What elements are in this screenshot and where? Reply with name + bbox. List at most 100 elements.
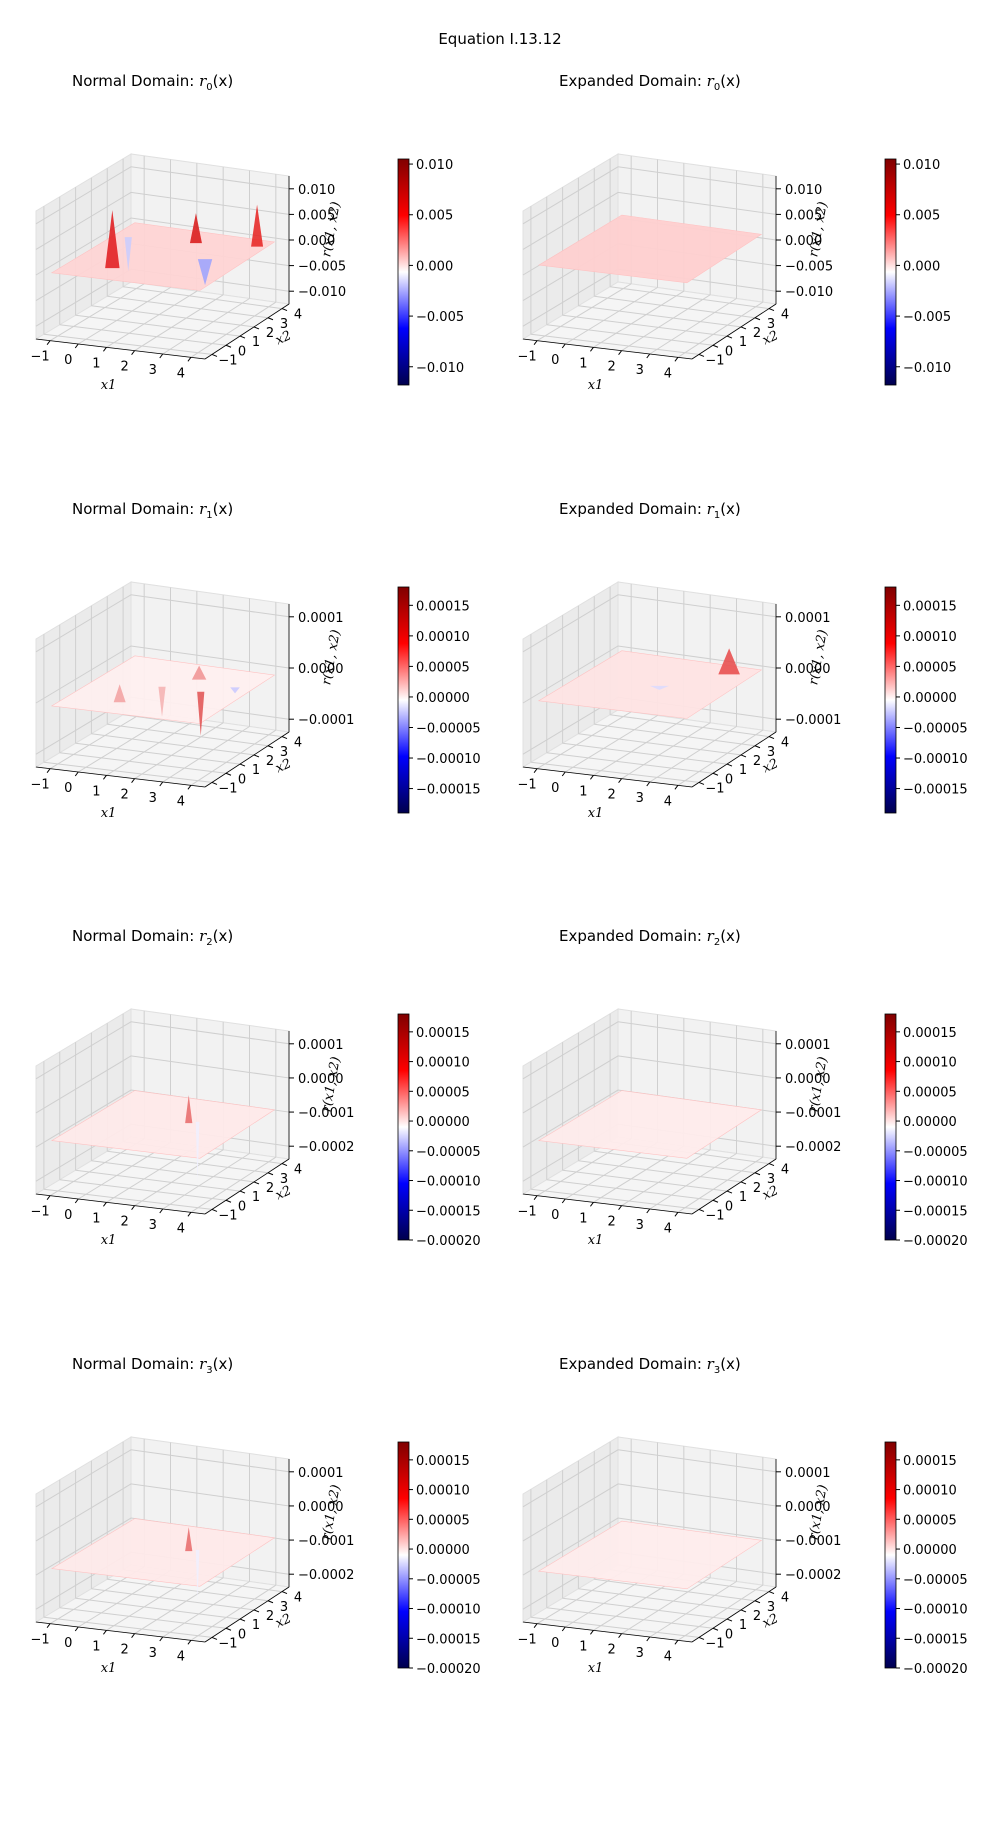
x2-axis-label: x2	[760, 328, 780, 348]
z-ticks: 0.0001 0.0000 −0.0001 −0.0002	[776, 1038, 841, 1155]
grid-line	[593, 290, 685, 348]
x2-tick-label: 0	[238, 1199, 246, 1214]
x1-ticks: −1 0 1 2 3 4	[30, 1195, 192, 1236]
x2-tick-mark	[281, 1591, 288, 1595]
grid-line	[59, 752, 227, 774]
x1-tick-label: 3	[149, 363, 157, 378]
subplot-title-fn: r	[706, 927, 714, 945]
surface	[537, 648, 763, 719]
grid-line	[649, 1153, 737, 1210]
x1-axis-line	[35, 338, 206, 360]
gridlines	[522, 583, 777, 786]
x2-tick-mark	[281, 736, 288, 740]
x2-tick-mark	[740, 1181, 747, 1185]
subplot-5: Normal Domain: r2(x) −1 0 1 2 3 4 x1 −1 0 1 2 3 4 x2 0.…	[0, 855, 500, 1275]
x2-tick-mark	[239, 1190, 246, 1194]
x2-tick-mark	[253, 754, 260, 758]
x1-tick-mark	[533, 768, 538, 773]
x1-ticks: −1 0 1 2 3 4	[517, 768, 679, 809]
subplot-axes: −1 0 1 2 3 4x1−101234x20.00010.0000−0.0001−0.…	[30, 1008, 481, 1249]
x1-tick-label: 0	[551, 1636, 559, 1651]
x2-tick-mark	[253, 1609, 260, 1613]
x2-tick-label: −1	[705, 353, 724, 368]
grid-line	[162, 298, 250, 355]
x1-tick-mark	[674, 785, 679, 790]
x1-tick-mark	[159, 353, 164, 359]
subplot-title-prefix: Expanded Domain:	[559, 1355, 707, 1373]
x1-tick-label: 3	[636, 363, 644, 378]
z-tick-label: −0.010	[785, 285, 833, 300]
colorbar-tick-label: 0.010	[416, 158, 453, 173]
colorbar-tick-label: −0.005	[903, 310, 951, 325]
colorbar-ticks: 0.010 0.005 0.000 −0.005 −0.010	[409, 158, 464, 376]
colorbar-tick-label: −0.00005	[903, 1573, 968, 1588]
x1-tick-mark	[159, 1208, 164, 1214]
grid-line	[59, 324, 227, 346]
x2-tick-mark	[740, 754, 747, 758]
z-tick-label: 0.0001	[298, 1038, 344, 1053]
x2-tick-label: −1	[705, 1636, 724, 1651]
grid-line	[677, 1584, 764, 1641]
x1-tick-mark	[46, 768, 51, 773]
subplot-title-sub: 2	[713, 937, 721, 948]
colorbar-tick-label: 0.00000	[903, 1543, 957, 1558]
colorbar-tick-label: 0.00015	[903, 1454, 957, 1469]
subplot-axes: −1 0 1 2 3 4x1−101234x20.00010.0000−0.0001−0.…	[517, 1008, 968, 1249]
colorbar	[397, 586, 410, 814]
colorbar-tick-label: 0.000	[903, 259, 940, 274]
x2-tick-label: 3	[767, 1172, 775, 1187]
surface-feature	[718, 648, 740, 675]
surface-patch	[50, 222, 276, 291]
grid-line	[107, 295, 269, 319]
grid-line	[536, 283, 632, 342]
z-tick-label: −0.0002	[785, 1568, 841, 1583]
x2-axis-line	[691, 303, 777, 360]
grid-line	[35, 594, 290, 653]
x1-tick-mark	[74, 771, 79, 777]
grid-line	[43, 1188, 213, 1210]
colorbar-tick-label: −0.00015	[903, 1204, 968, 1219]
x1-ticks: −1 0 1 2 3 4	[30, 340, 192, 381]
x2-tick-mark	[267, 1600, 274, 1604]
subplot-title: Expanded Domain: r1(x)	[559, 500, 741, 521]
x1-tick-mark	[187, 357, 192, 362]
x1-axis-label: x1	[588, 1233, 604, 1248]
x2-axis-line	[204, 303, 290, 360]
surface	[50, 1090, 276, 1182]
x1-tick-label: 3	[636, 1646, 644, 1661]
colorbar-tick-label: 0.005	[903, 209, 940, 224]
x1-tick-label: 4	[177, 794, 185, 809]
grid-line	[578, 733, 742, 756]
surface-feature	[197, 259, 213, 286]
x2-tick-label: 1	[739, 1618, 747, 1633]
x1-tick-label: 0	[551, 353, 559, 368]
subplot-title-prefix: Normal Domain:	[72, 72, 200, 90]
x1-tick-mark	[74, 343, 79, 349]
x1-tick-mark	[187, 1640, 192, 1645]
x1-tick-mark	[674, 1640, 679, 1645]
grid-line	[522, 191, 777, 250]
grid-line	[35, 191, 290, 250]
subplot-title: Normal Domain: r1(x)	[72, 500, 233, 521]
x2-tick-label: 4	[294, 1591, 302, 1606]
x2-tick-mark	[698, 1208, 705, 1212]
colorbar-tick-label: −0.00010	[416, 752, 481, 767]
grid-line	[77, 715, 171, 773]
z-tick-label: 0.0000	[785, 662, 831, 677]
subplot-7: Normal Domain: r3(x) −1 0 1 2 3 4 x1 −1 0 1 2 3 4 x2 0.…	[0, 1283, 500, 1703]
x1-tick-mark	[131, 1205, 135, 1210]
grid-line	[107, 1578, 269, 1602]
x1-tick-label: −1	[517, 1205, 536, 1220]
surface	[537, 1520, 763, 1590]
grid-line	[162, 1581, 250, 1638]
grid-line	[649, 1581, 737, 1638]
x2-axis-line	[691, 731, 777, 788]
grid-line	[91, 1160, 255, 1183]
x2-tick-mark	[253, 326, 260, 330]
x2-tick-mark	[712, 1199, 719, 1203]
subplot-2: Expanded Domain: r0(x) −1 0 1 2 3 4 x1 −1 0 1 2 3 4 x2…	[487, 0, 987, 420]
x2-tick-label: 0	[725, 1627, 733, 1642]
grid-line	[522, 1055, 777, 1114]
